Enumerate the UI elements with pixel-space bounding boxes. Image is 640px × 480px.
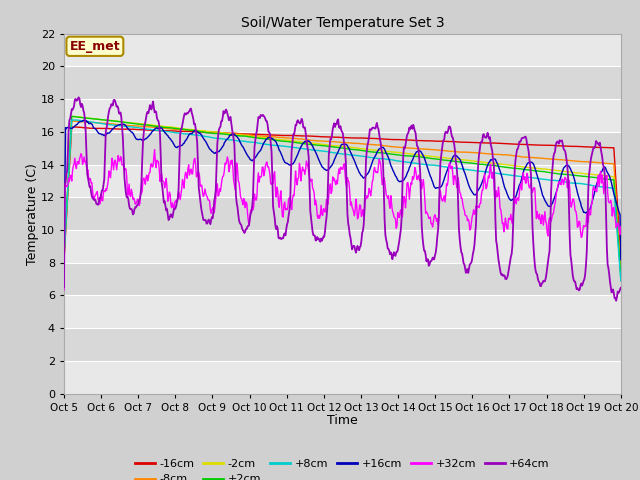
Bar <box>64 34 621 66</box>
Bar <box>64 165 621 197</box>
Y-axis label: Temperature (C): Temperature (C) <box>26 163 39 264</box>
Bar <box>64 197 621 230</box>
Legend: -16cm, -8cm, -2cm, +2cm, +8cm, +16cm, +32cm, +64cm: -16cm, -8cm, -2cm, +2cm, +8cm, +16cm, +3… <box>131 455 554 480</box>
Bar <box>64 1 621 34</box>
Bar <box>64 66 621 99</box>
Bar <box>64 132 621 165</box>
Bar <box>64 99 621 132</box>
Bar <box>64 361 621 394</box>
Bar <box>64 230 621 263</box>
X-axis label: Time: Time <box>327 414 358 427</box>
Bar <box>64 328 621 361</box>
Title: Soil/Water Temperature Set 3: Soil/Water Temperature Set 3 <box>241 16 444 30</box>
Bar <box>64 295 621 328</box>
Bar <box>64 263 621 295</box>
Text: EE_met: EE_met <box>70 40 120 53</box>
